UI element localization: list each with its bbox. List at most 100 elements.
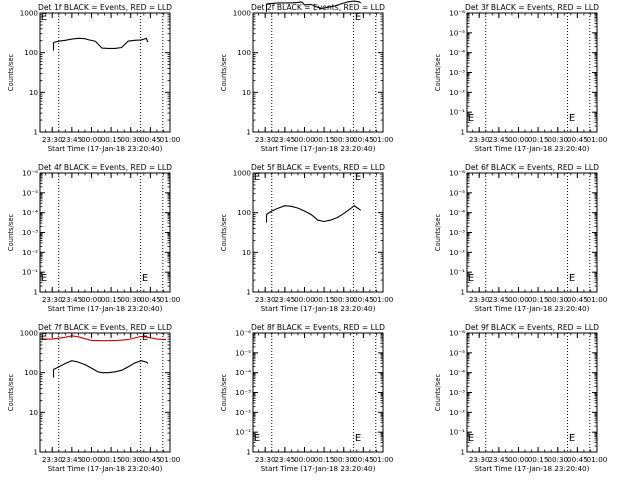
x-axis-label: Start Time (17-Jan-18 23:20:40)	[475, 304, 590, 313]
y-tick-label: 10⁻⁵	[235, 348, 251, 357]
y-tick-label: 1	[460, 288, 465, 297]
y-tick-label: 100	[237, 208, 251, 217]
x-tick-label: 23:45	[488, 135, 509, 144]
x-tick-label: 23:30	[469, 295, 490, 304]
x-tick-label: 00:30	[547, 455, 568, 464]
y-tick-label: 10⁻¹	[235, 428, 251, 437]
x-tick-label: 23:30	[255, 135, 276, 144]
e-marker: E	[254, 172, 260, 183]
y-tick-label: 10⁻⁴	[449, 368, 465, 377]
x-tick-label: 00:30	[547, 135, 568, 144]
y-tick-label: 10⁻¹	[449, 268, 465, 277]
y-axis-label: Counts/sec	[434, 214, 442, 252]
y-tick-label: 1	[460, 448, 465, 457]
x-tick-label: 00:45	[140, 135, 161, 144]
y-tick-label: 10⁻³	[449, 68, 465, 77]
y-axis-label: Counts/sec	[220, 54, 228, 92]
chart-panel-2: Det 2f BLACK = Events, RED = LLDE1101001…	[220, 0, 394, 153]
x-axis-label: Start Time (17-Jan-18 23:20:40)	[261, 304, 376, 313]
x-tick-label: 00:00	[294, 295, 315, 304]
series-events-line	[266, 205, 362, 223]
x-axis-label: Start Time (17-Jan-18 23:20:40)	[48, 464, 163, 473]
y-tick-label: 100	[237, 48, 251, 57]
x-tick-label: 00:15	[101, 135, 122, 144]
y-tick-label: 10⁻⁴	[449, 48, 465, 57]
y-tick-label: 10⁻⁶	[22, 169, 38, 178]
y-axis-label: Counts/sec	[7, 54, 15, 92]
x-tick-label: 23:30	[42, 295, 63, 304]
e-marker: E	[355, 172, 361, 183]
x-tick-label: 01:00	[587, 135, 608, 144]
e-marker: E	[142, 332, 148, 343]
x-tick-label: 00:45	[140, 295, 161, 304]
x-tick-label: 23:30	[255, 455, 276, 464]
x-axis-label: Start Time (17-Jan-18 23:20:40)	[48, 304, 163, 313]
x-tick-label: 23:45	[488, 295, 509, 304]
e-marker: E	[468, 273, 474, 284]
y-tick-label: 10⁻³	[449, 388, 465, 397]
plot-frame	[252, 12, 384, 133]
x-tick-label: 01:00	[587, 295, 608, 304]
y-tick-label: 10	[242, 88, 252, 97]
y-tick-label: 1000	[233, 169, 252, 178]
x-tick-label: 01:00	[373, 295, 394, 304]
chart-title: Det 3f BLACK = Events, RED = LLD	[465, 3, 599, 12]
chart-title: Det 9f BLACK = Events, RED = LLD	[465, 323, 599, 332]
y-tick-label: 10⁻²	[449, 248, 465, 257]
x-tick-label: 00:30	[120, 455, 141, 464]
y-tick-label: 10⁻⁶	[235, 329, 251, 338]
x-tick-label: 01:00	[373, 455, 394, 464]
y-tick-label: 10⁻⁶	[449, 329, 465, 338]
y-tick-label: 10⁻⁴	[449, 208, 465, 217]
y-axis-label: Counts/sec	[434, 54, 442, 92]
y-tick-label: 100	[24, 48, 38, 57]
x-tick-label: 23:30	[469, 135, 490, 144]
x-tick-label: 00:45	[353, 295, 374, 304]
plot-frame	[39, 332, 171, 453]
x-tick-label: 00:45	[567, 455, 588, 464]
x-tick-label: 00:30	[333, 135, 354, 144]
x-tick-label: 00:15	[528, 455, 549, 464]
x-tick-label: 23:30	[469, 455, 490, 464]
y-tick-label: 10⁻⁶	[449, 9, 465, 18]
y-tick-label: 10⁻²	[449, 408, 465, 417]
y-tick-label: 10⁻⁵	[449, 28, 465, 37]
y-tick-label: 1	[246, 448, 251, 457]
x-tick-label: 00:45	[140, 455, 161, 464]
x-tick-label: 00:30	[333, 295, 354, 304]
x-tick-label: 23:45	[274, 135, 295, 144]
x-tick-label: 00:15	[314, 455, 335, 464]
x-tick-label: 00:45	[567, 295, 588, 304]
y-tick-label: 10	[29, 88, 39, 97]
y-tick-label: 1	[246, 128, 251, 137]
e-marker: E	[468, 113, 474, 124]
y-tick-label: 10	[242, 248, 252, 257]
e-marker: E	[468, 433, 474, 444]
y-tick-label: 10⁻⁶	[449, 169, 465, 178]
x-tick-label: 01:00	[160, 135, 181, 144]
chart-title: Det 4f BLACK = Events, RED = LLD	[38, 163, 172, 172]
x-tick-label: 00:15	[314, 135, 335, 144]
e-marker: E	[569, 113, 575, 124]
x-tick-label: 23:45	[488, 455, 509, 464]
x-tick-label: 00:00	[81, 295, 102, 304]
y-tick-label: 10⁻³	[22, 228, 38, 237]
x-tick-label: 00:00	[294, 135, 315, 144]
plot-frame	[252, 332, 384, 453]
y-tick-label: 10⁻⁴	[22, 208, 38, 217]
y-tick-label: 10⁻⁵	[449, 348, 465, 357]
chart-title: Det 6f BLACK = Events, RED = LLD	[465, 163, 599, 172]
y-tick-label: 10⁻²	[22, 248, 38, 257]
x-tick-label: 00:00	[81, 455, 102, 464]
x-tick-label: 23:45	[61, 455, 82, 464]
x-axis-label: Start Time (17-Jan-18 23:20:40)	[261, 464, 376, 473]
y-tick-label: 1	[33, 448, 38, 457]
x-tick-label: 00:30	[120, 295, 141, 304]
x-axis-label: Start Time (17-Jan-18 23:20:40)	[475, 464, 590, 473]
plot-frame	[466, 332, 598, 453]
plot-frame	[466, 12, 598, 133]
